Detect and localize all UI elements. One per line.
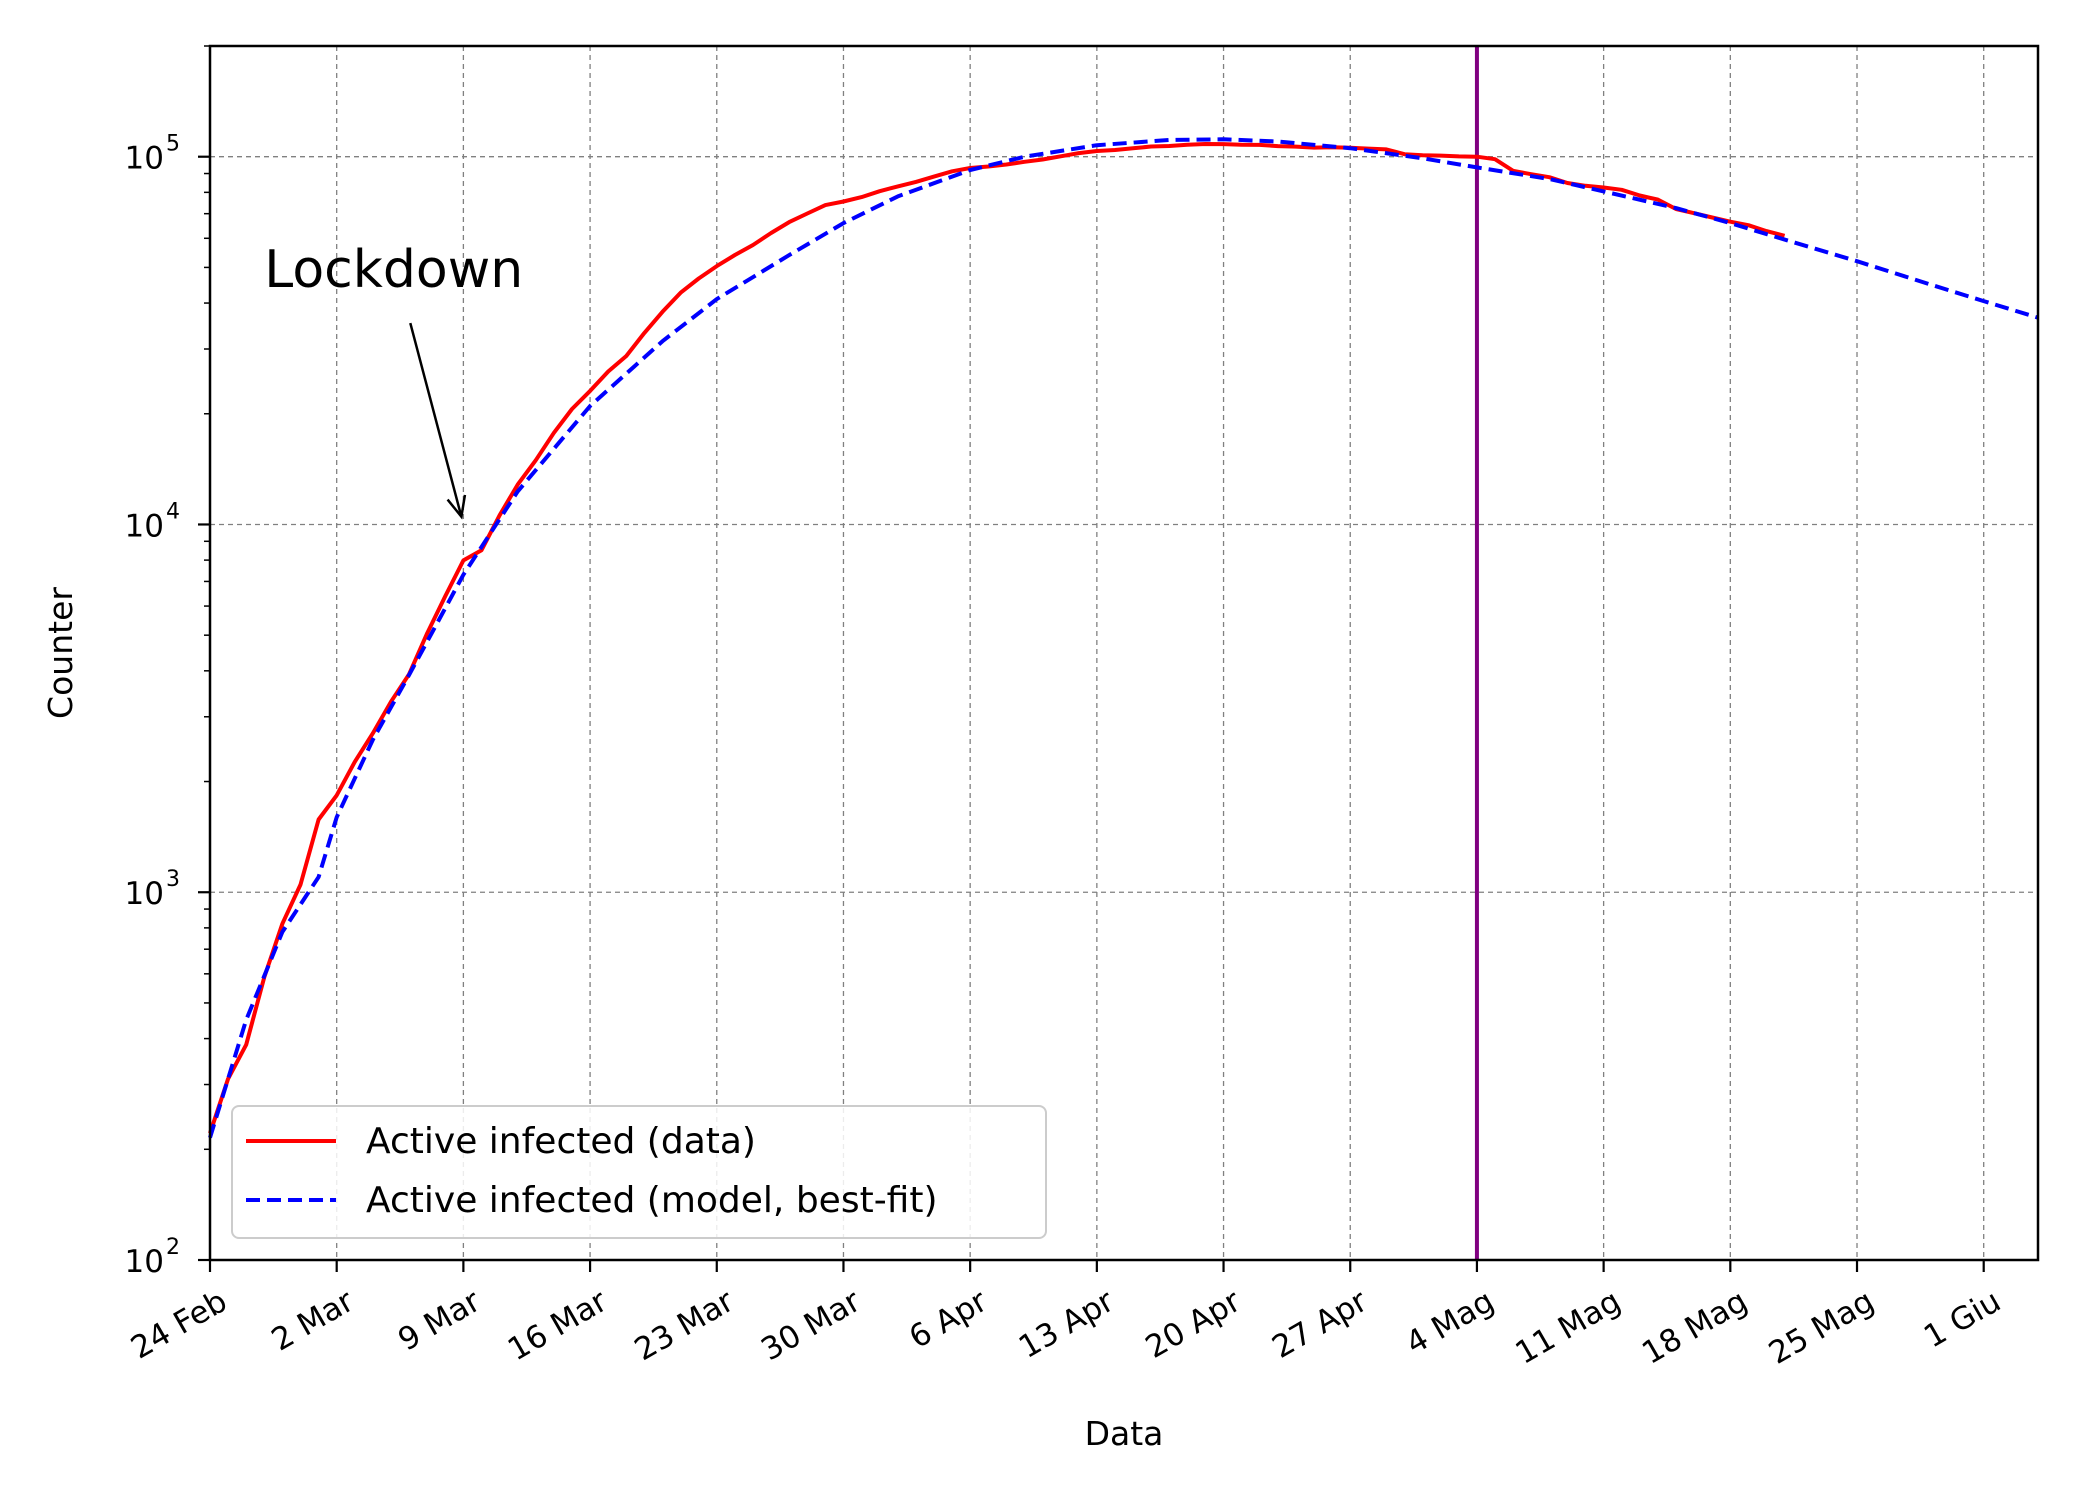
y-tick-label: 10 [125,508,164,544]
series-layer [208,137,2039,1139]
legend-label: Active infected (model, best-fit) [366,1180,938,1221]
legend: Active infected (data) Active infected (m… [231,1105,1047,1239]
annotation-arrow-head [446,494,467,520]
y-tick-exponent: 3 [166,867,180,892]
legend-box [231,1105,1047,1239]
annotation: Lockdown [264,240,523,520]
annotation-arrow-shaft [409,322,463,517]
y-tick-exponent: 2 [166,1235,180,1260]
y-tick-label: 10 [125,1244,164,1280]
y-tick-exponent: 4 [166,499,180,524]
series-line-data [208,142,1786,1134]
legend-label: Active infected (data) [366,1121,756,1162]
y-tick-label: 10 [125,141,164,177]
plot-frame [208,44,2040,1262]
x-axis-title: Data [1085,1414,1164,1453]
y-axis-title: Counter [41,587,80,719]
y-tick-exponent: 5 [166,132,180,157]
annotation-text: Lockdown [264,240,523,300]
y-tick-label: 10 [125,876,164,912]
